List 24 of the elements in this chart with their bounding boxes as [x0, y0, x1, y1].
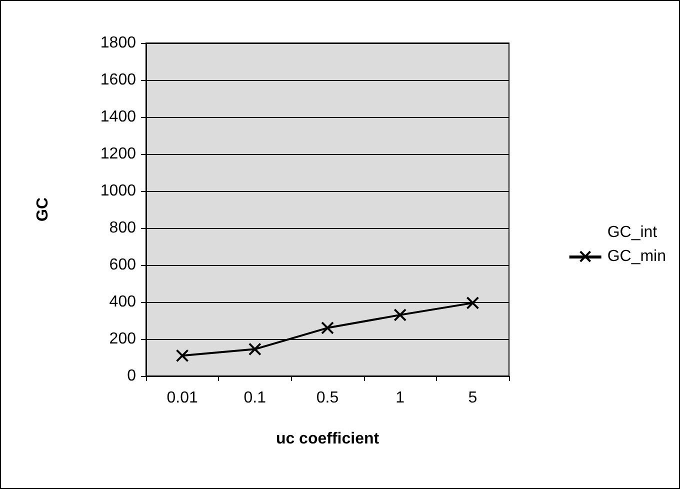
y-tick-label: 1000 — [100, 182, 136, 200]
y-tick-label: 0 — [127, 368, 136, 384]
y-axis-title: GC — [34, 197, 52, 222]
x-tick-label: 5 — [468, 390, 478, 406]
x-tick-label: 1 — [396, 390, 405, 406]
x-tick-label: 0.1 — [244, 390, 266, 406]
y-tick-label: 200 — [109, 330, 136, 348]
point — [176, 349, 189, 362]
y-tick-label: 400 — [109, 294, 136, 310]
x-tick-label: 0.5 — [316, 390, 339, 406]
y-tick-label: 800 — [109, 220, 136, 236]
legend-label: GC_min — [607, 248, 666, 265]
y-tick-label: 1200 — [100, 146, 136, 162]
y-tick-label: 1800 — [100, 34, 136, 52]
x-tick-label: 0.01 — [166, 390, 198, 406]
point — [466, 296, 480, 310]
point — [321, 321, 334, 334]
point — [248, 342, 262, 356]
y-tick-label: 1600 — [100, 72, 136, 88]
x-axis-title: uc coefficient — [276, 430, 380, 448]
text: GC_int — [607, 224, 658, 241]
point — [394, 308, 407, 322]
y-tick-label: 600 — [109, 256, 136, 274]
y-tick-label: 1400 — [100, 108, 136, 126]
